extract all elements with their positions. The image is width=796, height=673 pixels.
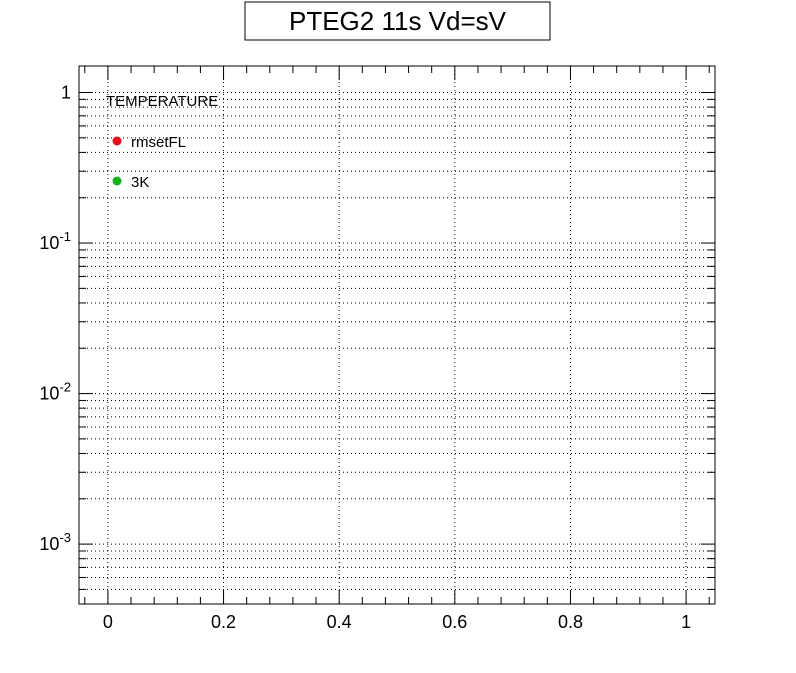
x-tick-label: 0 [103, 612, 113, 632]
title-frame [244, 1, 551, 41]
legend-entries: rmsetFL 3K [112, 134, 186, 191]
x-tick-label: 1 [681, 612, 691, 632]
legend-header: TEMPERATURE [106, 93, 218, 110]
x-tick-label: 0.8 [558, 612, 583, 632]
y-tick-label: 10-2 [39, 380, 71, 404]
x-tick-label: 0.6 [442, 612, 467, 632]
y-tick-label: 10-1 [39, 229, 71, 253]
y-tick-label: 10-3 [39, 530, 71, 554]
y-tick-label: 1 [61, 83, 71, 103]
x-tick-label: 0.2 [211, 612, 236, 632]
legend: TEMPERATURE rmsetFL 3K [106, 93, 218, 191]
axis-ticks [79, 66, 715, 605]
chart-title: PTEG2 11s Vd=sV [289, 6, 507, 36]
plot-frame [78, 65, 716, 605]
legend-label: rmsetFL [131, 134, 186, 151]
legend-label: 3K [131, 174, 149, 191]
x-tick-label: 0.4 [327, 612, 352, 632]
grid [79, 66, 715, 605]
y-tick-labels: 1 10-1 10-2 10-3 [39, 83, 71, 555]
x-tick-labels: 0 0.2 0.4 0.6 0.8 1 [103, 612, 691, 632]
legend-marker [112, 136, 122, 146]
legend-marker [112, 176, 122, 186]
chart-title-box: PTEG2 11s Vd=sV [244, 1, 551, 41]
